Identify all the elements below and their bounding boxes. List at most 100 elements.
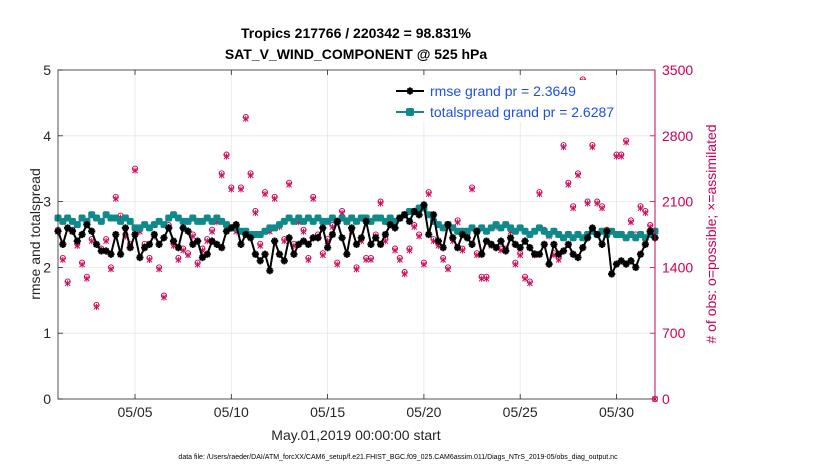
rmse-point-stroke xyxy=(444,221,452,228)
rmse-point xyxy=(627,257,635,265)
obs-assimilated-point xyxy=(310,195,317,202)
rmse-point xyxy=(376,240,385,248)
rmse-point xyxy=(333,217,341,225)
obs-assimilated-point xyxy=(88,237,95,245)
rmse-point-stroke xyxy=(208,237,216,245)
rmse-point xyxy=(545,260,553,268)
obs-assimilated-point xyxy=(498,247,504,254)
rmse-point-stroke xyxy=(391,224,399,232)
rmse-point-stroke xyxy=(579,244,587,251)
obs-assimilated-point xyxy=(483,275,490,282)
rmse-point xyxy=(449,234,457,242)
rmse-point xyxy=(429,211,438,219)
rmse-point-stroke xyxy=(256,257,264,265)
obs-assimilated-point xyxy=(584,200,591,207)
obs-assimilated-point xyxy=(642,209,649,216)
rmse-point-stroke xyxy=(627,257,635,265)
rmse-point-stroke xyxy=(126,244,134,251)
rmse-point xyxy=(444,221,452,229)
obs-assimilated-point xyxy=(623,139,630,146)
obs-assimilated-point xyxy=(478,275,485,282)
rmse-point-stroke xyxy=(555,251,562,258)
rmse-point xyxy=(425,230,433,239)
rmse-point xyxy=(256,257,264,265)
rmse-point xyxy=(116,250,125,258)
obs-assimilated-point xyxy=(247,172,254,179)
obs-assimilated-point xyxy=(575,172,581,179)
rmse-point-stroke xyxy=(468,241,476,248)
rmse-point xyxy=(275,250,284,258)
y-axis-label-left: rmse and totalspread xyxy=(27,168,43,300)
rmse-point-stroke xyxy=(276,251,283,258)
rmse-point-stroke xyxy=(401,211,408,218)
obs-assimilated-point xyxy=(396,256,403,263)
rmse-point xyxy=(588,224,597,232)
rmse-point xyxy=(295,240,303,248)
rmse-point-stroke xyxy=(88,227,95,235)
rmse-point-stroke xyxy=(141,244,148,251)
rmse-point-stroke xyxy=(199,254,206,261)
rmse-point xyxy=(473,227,481,235)
rmse-point-stroke xyxy=(420,201,428,209)
rmse-point xyxy=(169,237,178,245)
rmse-point xyxy=(208,237,216,245)
rmse-point xyxy=(343,250,351,258)
obs-assimilated-point xyxy=(305,256,312,263)
rmse-point-stroke xyxy=(502,247,509,255)
rmse-point-stroke xyxy=(541,241,548,248)
rmse-point-stroke xyxy=(488,241,495,248)
obs-assimilated-point xyxy=(589,143,596,151)
rmse-point-stroke xyxy=(213,241,221,248)
rmse-point-stroke xyxy=(266,267,274,274)
rmse-point xyxy=(357,234,365,242)
rmse-point xyxy=(218,244,226,252)
rmse-point-stroke xyxy=(228,224,235,232)
rmse-point-stroke xyxy=(242,231,249,238)
rmse-point xyxy=(391,224,399,232)
obs-assimilated-point xyxy=(175,256,182,263)
obs-assimilated-point xyxy=(334,261,341,268)
rmse-point-stroke xyxy=(324,244,331,251)
rmse-point xyxy=(593,230,601,239)
obs-assimilated-point xyxy=(420,261,427,268)
obs-assimilated-point xyxy=(108,266,114,273)
rmse-point xyxy=(526,244,534,252)
rmse-point-stroke xyxy=(300,237,307,245)
rmse-point-stroke xyxy=(343,251,351,258)
rmse-point xyxy=(583,234,592,242)
rmse-point xyxy=(487,240,495,248)
obs-assimilated-point xyxy=(319,252,326,259)
rmse-point-stroke xyxy=(247,234,254,242)
rmse-point xyxy=(550,240,558,248)
rmse-point xyxy=(261,250,269,258)
obs-assimilated-point xyxy=(377,200,384,207)
obs-assimilated-point xyxy=(363,256,370,263)
rmse-point xyxy=(598,240,606,248)
spread-point xyxy=(126,217,134,225)
rmse-point xyxy=(280,257,288,265)
obs-assimilated-point xyxy=(83,275,90,282)
y-tick-label-right: 700 xyxy=(662,325,686,341)
rmse-point-stroke xyxy=(348,224,355,232)
obs-assimilated-point xyxy=(252,209,259,216)
rmse-point-stroke xyxy=(382,231,389,238)
rmse-point xyxy=(458,230,467,239)
rmse-point-stroke xyxy=(204,251,211,258)
legend-spread-label: totalspread grand pr = 2.6287 xyxy=(430,104,614,120)
rmse-point-stroke xyxy=(107,251,115,258)
rmse-point-stroke xyxy=(492,244,500,251)
obs-assimilated-point xyxy=(59,256,66,263)
obs-assimilated-point xyxy=(411,223,418,231)
chart-title-line1: Tropics 217766 / 220342 = 98.831% xyxy=(241,25,472,41)
y-tick-label-left: 5 xyxy=(43,62,51,78)
rmse-point xyxy=(251,250,259,258)
y-axis-label-right: # of obs: o=possible; ×=assimilated xyxy=(703,124,719,343)
rmse-point-stroke xyxy=(589,224,596,232)
obs-assimilated-point xyxy=(242,115,249,122)
rmse-point-stroke xyxy=(353,241,360,248)
obs-assimilated-point xyxy=(300,228,307,235)
rmse-point-stroke xyxy=(252,251,259,258)
rmse-point-stroke xyxy=(261,251,269,258)
obs-assimilated-point xyxy=(281,237,288,245)
obs-assimilated-point xyxy=(459,247,466,254)
